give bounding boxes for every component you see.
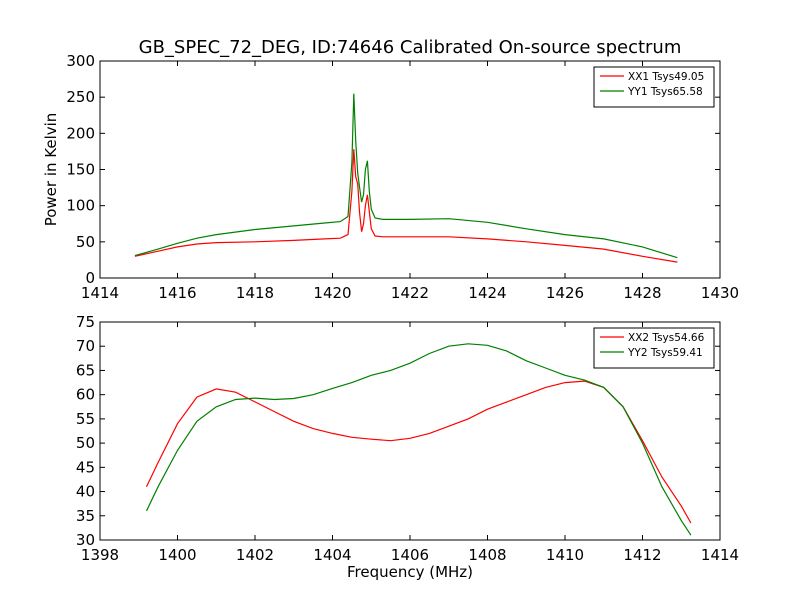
y-tick-label: 30 xyxy=(76,531,95,549)
x-tick-label: 1428 xyxy=(623,284,661,302)
x-tick-label: 1426 xyxy=(546,284,584,302)
x-tick-label: 1418 xyxy=(236,284,274,302)
x-tick-label: 1402 xyxy=(236,546,274,564)
y-tick-label: 100 xyxy=(66,197,95,215)
y-tick-label: 60 xyxy=(76,386,95,404)
legend: XX1 Tsys49.05 YY1 Tsys65.58 xyxy=(593,66,715,108)
y-axis-label: Power in Kelvin xyxy=(42,113,60,227)
x-tick-label: 1416 xyxy=(158,284,196,302)
y-tick-label: 65 xyxy=(76,361,95,379)
legend-box xyxy=(593,327,715,369)
chart-2: 1398 1400 1402 1404 1406 1408 1410 1412 1414 30 35… xyxy=(76,313,739,581)
y-tick-label: 300 xyxy=(66,52,95,70)
legend-box xyxy=(593,66,715,108)
x-tick-label: 1398 xyxy=(81,546,119,564)
y-tick-label: 45 xyxy=(76,458,95,476)
series-line-1-2 xyxy=(134,93,678,259)
legend: XX2 Tsys54.66 YY2 Tsys59.41 xyxy=(593,327,715,369)
y-tick-label: 50 xyxy=(76,233,95,251)
x-tick-label: 1406 xyxy=(391,546,429,564)
x-tick-label: 1400 xyxy=(158,546,196,564)
x-tick-label: 1408 xyxy=(468,546,506,564)
x-tick-label: 1414 xyxy=(701,546,739,564)
legend-entry: YY2 Tsys59.41 xyxy=(627,347,703,359)
x-tick-label: 1412 xyxy=(623,546,661,564)
y-tick-label: 40 xyxy=(76,483,95,501)
x-tick-label: 1414 xyxy=(81,284,119,302)
chart-title: GB_SPEC_72_DEG, ID:74646 Calibrated On-s… xyxy=(139,37,682,58)
series-line-2-2 xyxy=(145,343,692,536)
x-tick-label: 1420 xyxy=(313,284,351,302)
series-line-1-1 xyxy=(134,149,678,263)
x-tick-label: 1422 xyxy=(391,284,429,302)
x-tick-label: 1404 xyxy=(313,546,351,564)
y-tick-label: 50 xyxy=(76,434,95,452)
y-tick-label: 35 xyxy=(76,507,95,525)
y-tick-label: 150 xyxy=(66,161,95,179)
x-axis-label: Frequency (MHz) xyxy=(347,563,473,581)
x-tick-label: 1410 xyxy=(546,546,584,564)
legend-entry: XX2 Tsys54.66 xyxy=(628,332,705,344)
legend-entry: YY1 Tsys65.58 xyxy=(627,86,703,98)
x-tick-label: 1424 xyxy=(468,284,506,302)
chart-1: 1414 1416 1418 1420 1422 1424 1426 1428 1430 0 50 1… xyxy=(42,37,739,302)
y-tick-label: 70 xyxy=(76,337,95,355)
legend-entry: XX1 Tsys49.05 xyxy=(628,71,704,83)
y-tick-label: 250 xyxy=(66,88,95,106)
y-tick-label: 75 xyxy=(76,313,95,331)
x-tick-label: 1430 xyxy=(701,284,739,302)
y-tick-label: 0 xyxy=(85,269,95,287)
y-tick-label: 200 xyxy=(66,124,95,142)
y-tick-label: 55 xyxy=(76,410,95,428)
